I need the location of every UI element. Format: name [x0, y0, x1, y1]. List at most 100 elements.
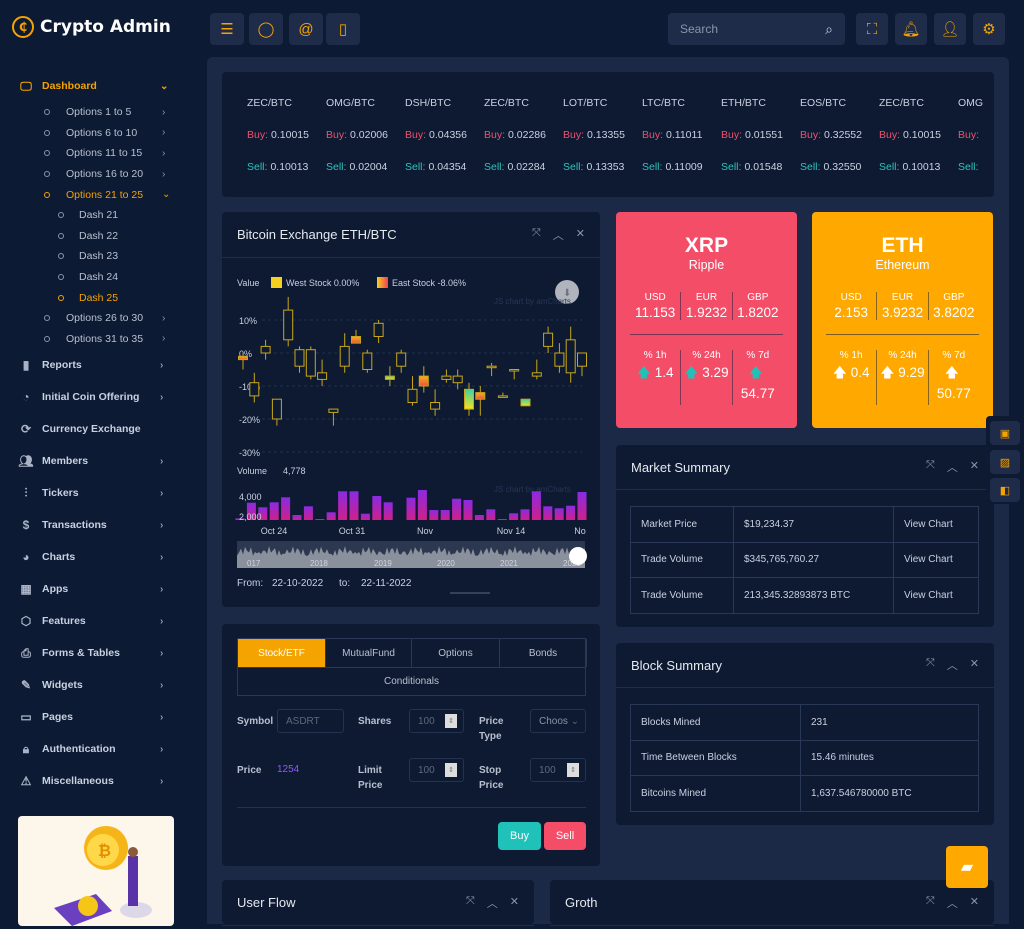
volume-bar[interactable] [406, 497, 416, 520]
floating-button-1[interactable]: ▣ [990, 421, 1020, 445]
limit-price-stepper[interactable]: 100 ⇕ [409, 758, 464, 782]
sidebar-item[interactable]: 👥︎ Members › [0, 445, 205, 477]
sidebar-subitem[interactable]: Dash 25 [0, 287, 205, 308]
volume-bar[interactable] [452, 498, 462, 520]
close-icon[interactable]: ✕ [575, 227, 585, 240]
tab-mutualfund[interactable]: MutualFund [326, 639, 412, 667]
volume-bar[interactable] [338, 491, 348, 520]
volume-bar[interactable] [292, 515, 302, 520]
candle[interactable] [565, 339, 576, 374]
tab-options[interactable]: Options [412, 639, 500, 667]
stop-price-stepper[interactable]: 100 ⇕ [530, 758, 586, 782]
settings-button[interactable]: ⚙ [973, 13, 1005, 45]
shares-stepper[interactable]: 100 ⇕ [409, 709, 464, 733]
candle[interactable] [464, 388, 474, 410]
sidebar-item-dashboard[interactable]: 🖵︎ Dashboard ⌄ [0, 70, 205, 102]
search-input[interactable]: Search ⌕ [668, 13, 845, 45]
sidebar-subitem[interactable]: Options 26 to 30 › [0, 308, 205, 329]
sidebar-item[interactable]: $ Transactions › [0, 509, 205, 541]
candle[interactable] [554, 352, 565, 367]
candle[interactable] [373, 322, 384, 337]
collapse-icon[interactable]: ︿ [486, 897, 498, 910]
candle[interactable] [271, 398, 282, 420]
volume-bar[interactable] [429, 510, 439, 520]
collapse-icon[interactable]: ︿ [946, 897, 958, 910]
fullscreen-button[interactable]: ⛶ [856, 13, 888, 45]
chat-fab-button[interactable]: ▰ [946, 846, 988, 888]
volume-bar[interactable] [543, 506, 553, 520]
volume-bar[interactable] [509, 513, 519, 520]
candle[interactable] [452, 375, 463, 384]
expand-icon[interactable]: ⤧ [925, 459, 935, 471]
sidebar-item[interactable]: ⟳ Currency Exchange [0, 413, 205, 445]
floating-button-3[interactable]: ◧ [990, 478, 1020, 502]
tab-stocketf[interactable]: Stock/ETF [238, 639, 326, 667]
to-date-input[interactable]: 22-11-2022 [361, 578, 412, 589]
logo[interactable]: ₵ Crypto Admin [12, 16, 171, 38]
sidebar-item[interactable]: ▮ Reports › [0, 349, 205, 381]
volume-bar[interactable] [417, 490, 427, 520]
volume-bar[interactable] [269, 502, 279, 520]
sidebar-subitem[interactable]: Options 21 to 25 ⌄ [0, 184, 205, 205]
candle[interactable] [317, 372, 328, 380]
download-icon[interactable] [555, 280, 579, 304]
from-date-input[interactable]: 22-10-2022 [272, 578, 324, 589]
volume-bar[interactable] [258, 507, 268, 520]
floating-button-2[interactable]: ▨ [990, 450, 1020, 474]
candle[interactable] [475, 392, 486, 400]
sidebar-item[interactable]: ✎ Widgets › [0, 669, 205, 701]
sidebar-subitem[interactable]: Dash 22 [0, 226, 205, 247]
volume-bar[interactable] [577, 492, 587, 520]
view-chart-link[interactable]: View Chart [893, 506, 979, 543]
candle[interactable] [418, 375, 429, 387]
volume-bar[interactable] [463, 500, 473, 520]
candle[interactable] [396, 352, 407, 367]
chat-button[interactable]: ◯ [249, 13, 283, 45]
volume-bar[interactable] [497, 519, 507, 520]
volume-bar[interactable] [383, 502, 393, 520]
candle[interactable] [260, 345, 271, 354]
spinner-icon[interactable]: ⇕ [445, 763, 457, 777]
sidebar-item[interactable]: ◕ Charts › [0, 541, 205, 573]
price-type-select[interactable]: Choos ⌄ [530, 709, 586, 733]
volume-bar[interactable] [486, 509, 496, 520]
sidebar-item[interactable]: ⬡ Features › [0, 605, 205, 637]
candle[interactable] [339, 345, 350, 367]
volume-bar[interactable] [520, 509, 530, 520]
buy-button[interactable]: Buy [498, 822, 541, 850]
volume-bar[interactable] [360, 513, 370, 520]
sidebar-subitem[interactable]: Options 16 to 20 › [0, 164, 205, 185]
sell-button[interactable]: Sell [544, 822, 586, 850]
candle[interactable] [328, 408, 339, 413]
candle[interactable] [520, 398, 531, 407]
sidebar-item[interactable]: ⫶ Tickers › [0, 477, 205, 509]
collapse-icon[interactable]: ︿ [552, 229, 564, 242]
sidebar-item[interactable]: ▦ Apps › [0, 573, 205, 605]
mention-button[interactable]: @ [289, 13, 323, 45]
expand-icon[interactable]: ⤧ [925, 657, 935, 669]
candle[interactable] [543, 332, 554, 347]
candle[interactable] [577, 352, 587, 367]
sidebar-subitem[interactable]: Dash 23 [0, 246, 205, 267]
volume-bar[interactable] [474, 515, 484, 520]
tab-conditionals[interactable]: Conditionals [237, 668, 586, 696]
candlestick-chart[interactable]: Value West Stock 0.00% East Stock -8.06% ⬇ 1… [222, 260, 600, 607]
candle[interactable] [384, 375, 395, 380]
tab-bonds[interactable]: Bonds [500, 639, 587, 667]
expand-icon[interactable]: ⤧ [465, 894, 475, 907]
sidebar-subitem[interactable]: Options 31 to 35 › [0, 329, 205, 350]
collapse-icon[interactable]: ︿ [946, 660, 958, 672]
expand-icon[interactable]: ⤧ [925, 894, 935, 907]
sidebar-subitem[interactable]: Dash 21 [0, 205, 205, 226]
candle[interactable] [249, 382, 260, 397]
candle[interactable] [283, 309, 294, 341]
sidebar-item[interactable]: ⚠ Miscellaneous › [0, 765, 205, 797]
volume-bar[interactable] [531, 491, 541, 520]
candle[interactable] [238, 355, 248, 361]
close-icon[interactable]: ✕ [969, 460, 979, 472]
sidebar-item[interactable]: ◔ Initial Coin Offering › [0, 381, 205, 413]
sidebar-item[interactable]: ⎙ Forms & Tables › [0, 637, 205, 669]
sidebar-subitem[interactable]: Options 11 to 15 › [0, 143, 205, 164]
collapse-icon[interactable]: ︿ [946, 462, 958, 474]
close-icon[interactable]: ✕ [509, 895, 519, 908]
